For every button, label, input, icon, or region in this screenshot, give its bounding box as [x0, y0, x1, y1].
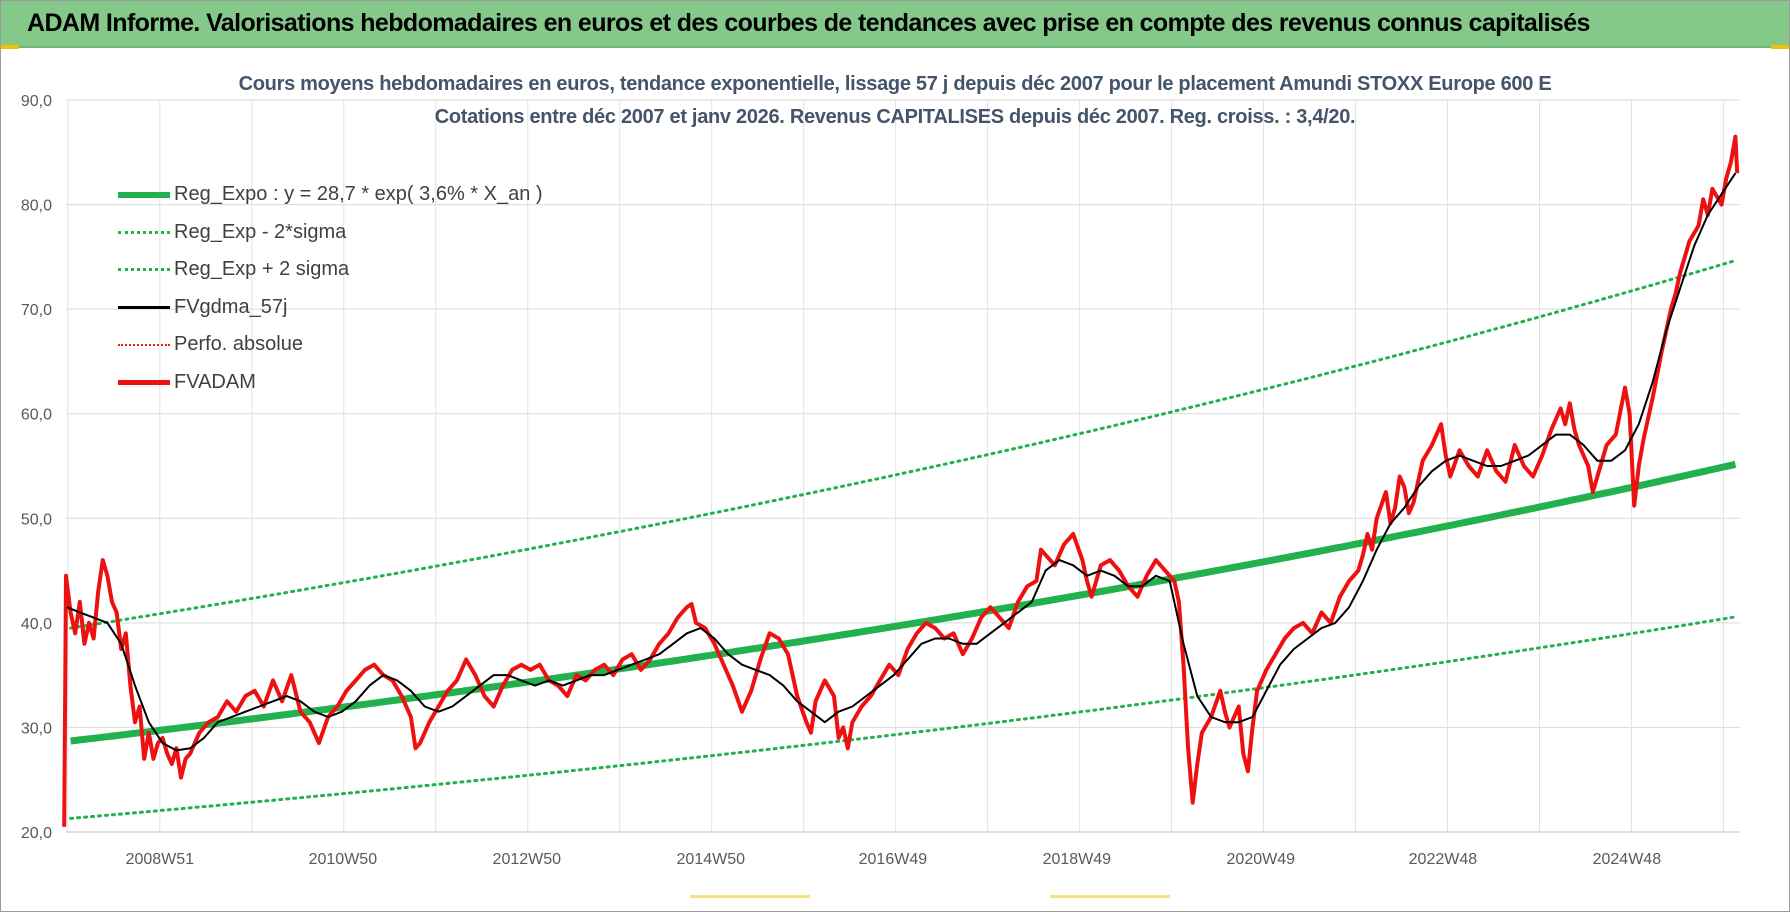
x-tick-label: 2014W50: [677, 851, 746, 868]
x-tick-label: 2022W48: [1409, 851, 1478, 868]
chart-legend: Reg_Expo : y = 28,7 * exp( 3,6% * X_an )…: [118, 176, 543, 401]
corner-accent: [1050, 895, 1170, 898]
legend-swatch: [118, 191, 170, 198]
y-tick-label: 60,0: [21, 407, 52, 424]
legend-label: Reg_Exp - 2*sigma: [174, 220, 347, 243]
legend-label: Reg_Exp + 2 sigma: [174, 258, 350, 281]
legend-item: FVgdma_57j: [118, 289, 543, 327]
corner-accent: [690, 895, 810, 898]
legend-swatch: [118, 230, 170, 234]
y-tick-label: 50,0: [21, 511, 52, 528]
y-tick-label: 30,0: [21, 720, 52, 737]
x-tick-label: 2008W51: [126, 851, 195, 868]
legend-label: FVgdma_57j: [174, 295, 288, 318]
legend-swatch: [118, 268, 170, 272]
x-tick-label: 2010W50: [309, 851, 378, 868]
x-tick-label: 2020W49: [1227, 851, 1296, 868]
series-reg-expo: [70, 460, 1737, 745]
x-tick-label: 2012W50: [493, 851, 562, 868]
legend-swatch: [118, 305, 170, 309]
y-tick-label: 70,0: [21, 302, 52, 319]
series-fvgdma-57j: [66, 172, 1737, 752]
series-reg-exp-plus-2sigma: [69, 259, 1737, 630]
series-reg-exp-minus-2sigma: [69, 615, 1737, 820]
y-tick-label: 20,0: [21, 825, 52, 842]
y-tick-label: 40,0: [21, 616, 52, 633]
legend-item: Reg_Exp - 2*sigma: [118, 214, 543, 252]
x-tick-label: 2024W48: [1593, 851, 1662, 868]
y-tick-label: 80,0: [21, 198, 52, 215]
corner-accent: [1, 45, 19, 49]
banner-title: ADAM Informe. Valorisations hebdomadaire…: [27, 9, 1590, 37]
legend-item: FVADAM: [118, 364, 543, 402]
chart-title: Cours moyens hebdomadaires en euros, ten…: [238, 73, 1552, 95]
x-tick-label: 2016W49: [859, 851, 928, 868]
legend-label: Reg_Expo : y = 28,7 * exp( 3,6% * X_an ): [174, 183, 543, 206]
legend-item: Perfo. absolue: [118, 326, 543, 364]
legend-swatch: [118, 343, 170, 346]
corner-accent: [1771, 45, 1789, 49]
legend-label: FVADAM: [174, 370, 256, 393]
series-fvadam: [62, 134, 1740, 827]
legend-label: Perfo. absolue: [174, 333, 303, 356]
y-tick-label: 90,0: [21, 93, 52, 110]
x-tick-label: 2018W49: [1043, 851, 1112, 868]
legend-swatch: [118, 379, 170, 385]
chart-subtitle: Cotations entre déc 2007 et janv 2026. R…: [434, 106, 1356, 128]
legend-item: Reg_Exp + 2 sigma: [118, 251, 543, 289]
legend-item: Reg_Expo : y = 28,7 * exp( 3,6% * X_an ): [118, 176, 543, 214]
header-banner: ADAM Informe. Valorisations hebdomadaire…: [1, 1, 1789, 48]
